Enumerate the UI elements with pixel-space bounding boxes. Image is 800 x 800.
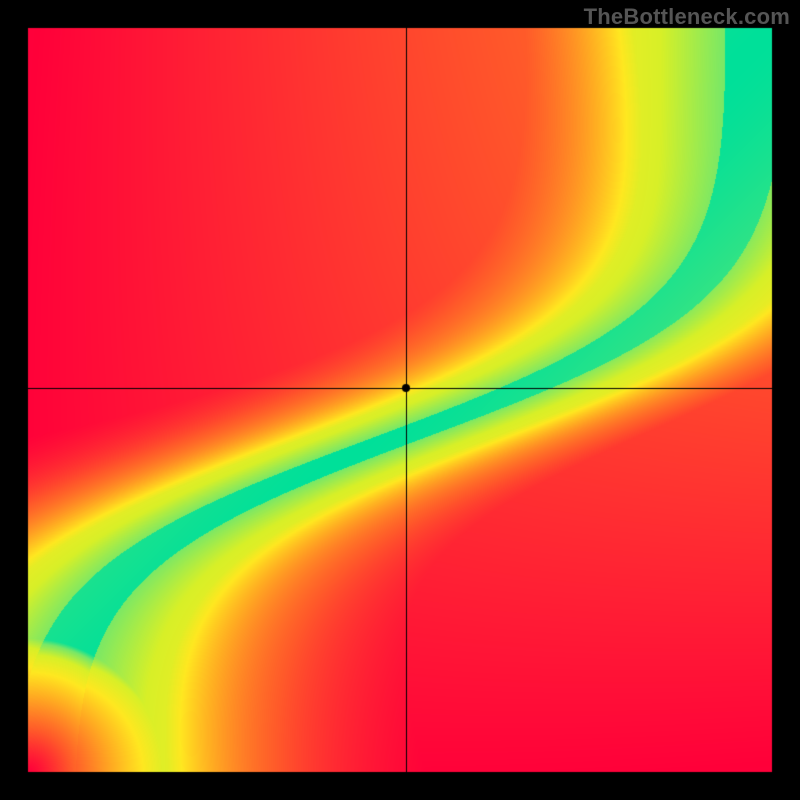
watermark-text: TheBottleneck.com bbox=[584, 4, 790, 30]
chart-stage: TheBottleneck.com bbox=[0, 0, 800, 800]
heatmap-canvas bbox=[0, 0, 800, 800]
